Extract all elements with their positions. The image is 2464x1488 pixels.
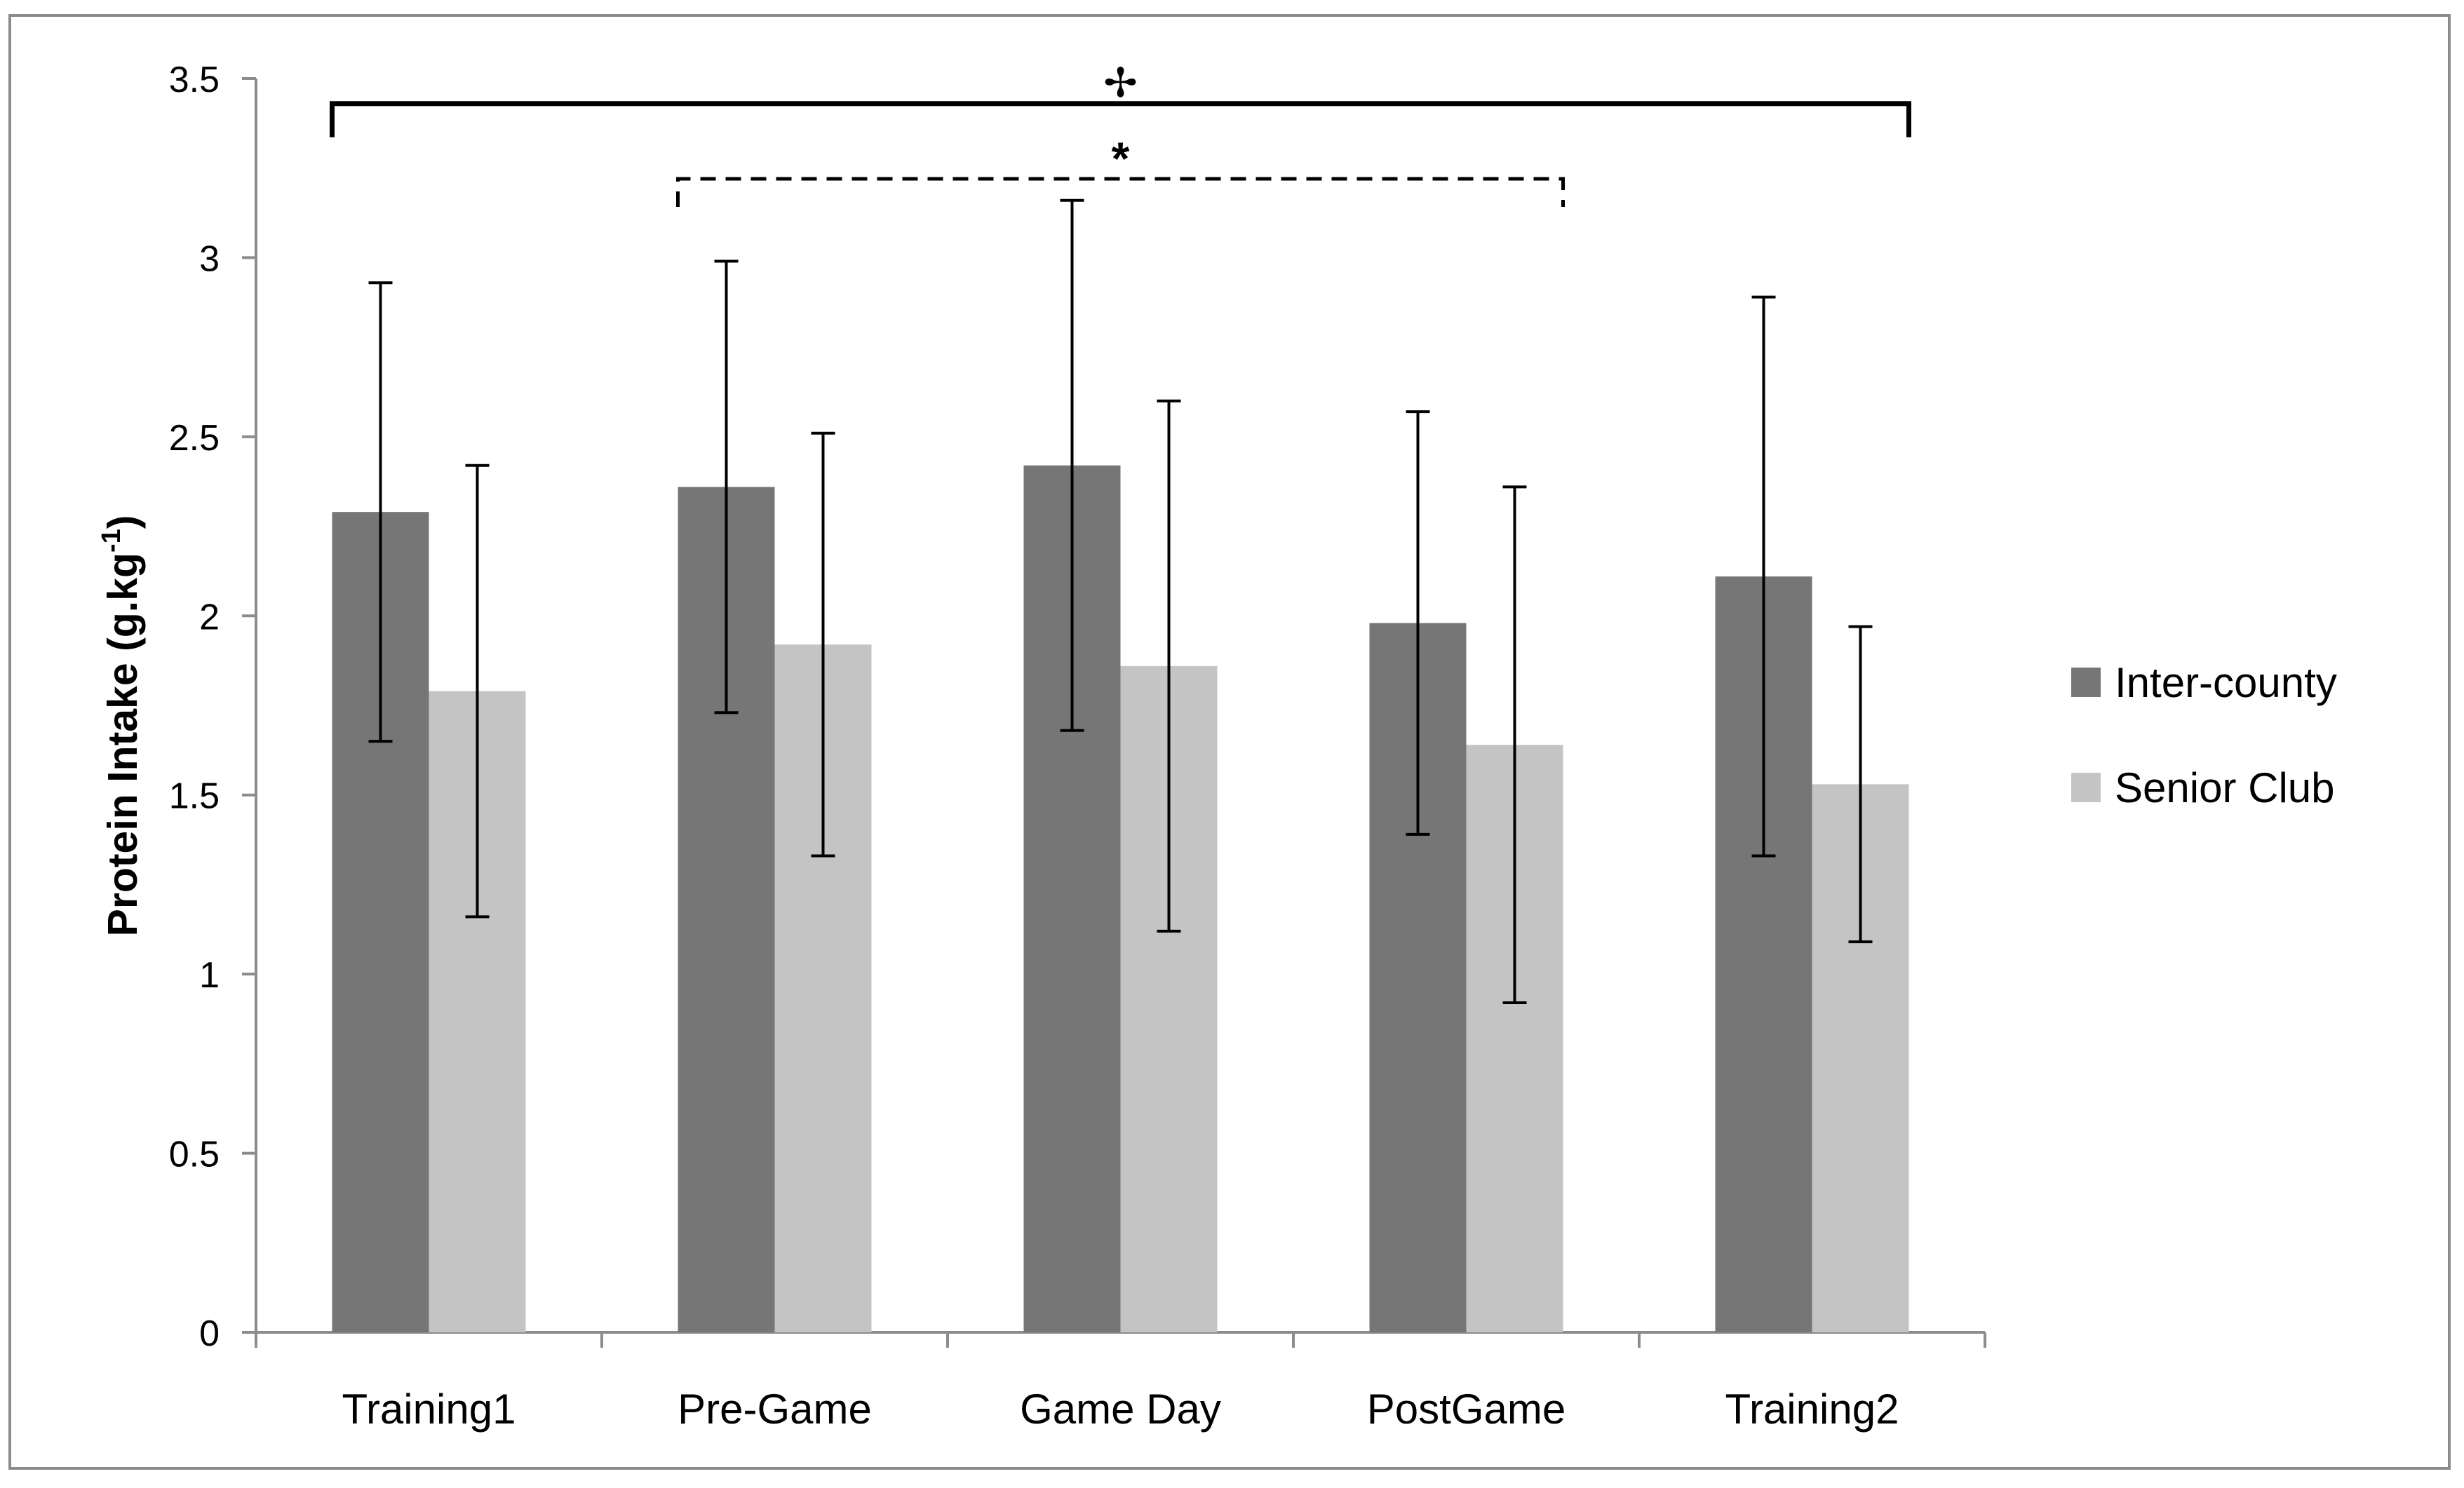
y-tick-label: 3: [199, 238, 220, 279]
legend-label: Inter-county: [2115, 659, 2337, 706]
y-axis-label-superscript: -1: [97, 529, 126, 553]
y-axis-label-suffix: ): [100, 515, 146, 529]
x-tick-label: PostGame: [1367, 1386, 1566, 1433]
y-tick-label: 1.5: [169, 776, 220, 817]
x-tick-label: Pre-Game: [678, 1386, 872, 1433]
y-tick-label: 0: [199, 1313, 220, 1354]
significance-symbol: ✢: [1103, 60, 1138, 106]
y-tick-label: 2.5: [169, 418, 220, 459]
y-tick-label: 3.5: [169, 60, 220, 100]
x-tick-label: Game Day: [1020, 1386, 1221, 1433]
chart: 0 0.5 1 1.5 2 2.5 3 3.5 Training1 Pre-Game Game Da…: [0, 0, 2464, 1484]
y-axis-label: Protein Intake (g.kg-1): [97, 515, 146, 937]
y-tick-label: 1: [199, 955, 220, 996]
significance-symbol: *: [1112, 133, 1130, 184]
legend-swatch: [2071, 773, 2101, 802]
bar-chart-svg: 0 0.5 1 1.5 2 2.5 3 3.5 Training1 Pre-Game Game Da…: [0, 0, 2464, 1484]
x-tick-label: Training2: [1725, 1386, 1899, 1433]
legend-swatch: [2071, 668, 2101, 697]
legend-label: Senior Club: [2115, 764, 2335, 811]
x-tick-label: Training1: [342, 1386, 516, 1433]
y-tick-label: 2: [199, 597, 220, 637]
y-tick-label: 0.5: [169, 1135, 220, 1175]
